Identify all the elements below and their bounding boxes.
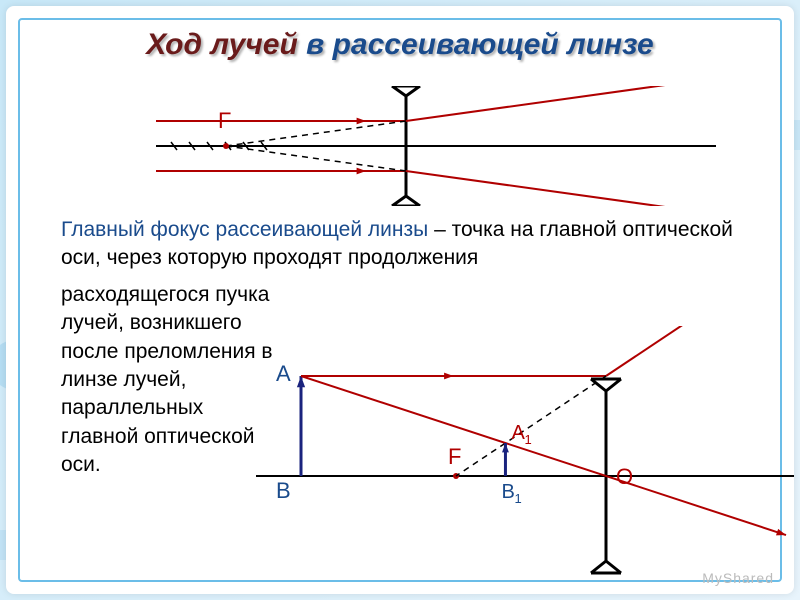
- svg-text:F: F: [448, 444, 461, 469]
- diagram-top: F: [156, 86, 716, 206]
- svg-text:A: A: [276, 361, 291, 386]
- svg-text:1: 1: [524, 432, 531, 447]
- term: Главный фокус рассеивающей линзы: [61, 218, 428, 241]
- svg-text:F: F: [218, 108, 231, 133]
- svg-text:B: B: [501, 481, 514, 503]
- slide-frame: Ход лучей в рассеивающей линзе F Главный…: [6, 6, 794, 594]
- definition-paragraph-2: расходящегося пучка лучей, возникшего по…: [61, 281, 281, 479]
- slide-title: Ход лучей в рассеивающей линзе: [6, 28, 794, 62]
- watermark: MyShared: [702, 570, 774, 586]
- title-part2: в рассеивающей линзе: [306, 28, 654, 61]
- svg-text:A: A: [511, 422, 525, 444]
- diagram-bottom: FOABA1B1: [256, 326, 794, 576]
- definition-paragraph-1: Главный фокус рассеивающей линзы – точка…: [61, 216, 754, 273]
- svg-text:B: B: [276, 478, 291, 503]
- svg-text:O: O: [616, 464, 633, 489]
- title-part1: Ход лучей: [146, 28, 298, 61]
- svg-text:1: 1: [514, 491, 521, 506]
